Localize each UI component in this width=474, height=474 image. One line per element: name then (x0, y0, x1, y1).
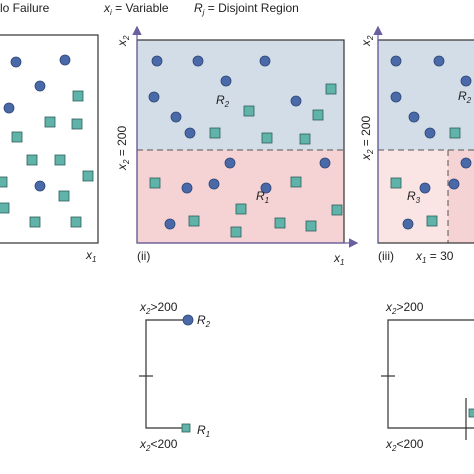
panel-iii-y-axis-label: x2 (359, 35, 375, 47)
square-marker (306, 221, 316, 231)
circle-marker (420, 183, 430, 193)
circle-marker (225, 158, 235, 168)
square-marker (0, 203, 9, 213)
tree-iii-gt-label: x2>200 (385, 300, 424, 316)
square-marker (236, 204, 246, 214)
panel-iii-split-x-label: x1 = 30 (415, 249, 454, 265)
circle-marker (461, 76, 471, 86)
circle-marker (391, 56, 401, 66)
panel-ii-number: (ii) (137, 249, 150, 263)
square-marker (27, 155, 37, 165)
tree-ii-lt-label: x2<200 (139, 437, 178, 453)
panel-i-x-axis-label: x1 (85, 248, 96, 264)
square-marker (427, 216, 437, 226)
square-marker (189, 216, 199, 226)
square-marker (45, 117, 55, 127)
circle-marker (221, 76, 231, 86)
circle-marker (425, 128, 435, 138)
square-marker (244, 106, 254, 116)
circle-marker (403, 219, 413, 229)
circle-marker (449, 179, 459, 189)
tree-iii: x2>200 x2<200 (381, 300, 474, 453)
circle-marker (260, 56, 270, 66)
tree-ii-gt-label: x2>200 (139, 300, 178, 316)
circle-marker (461, 158, 471, 168)
legend: lo Failure xi = Variable Rj = Disjoint R… (0, 1, 299, 17)
square-marker (55, 155, 65, 165)
circle-marker (409, 112, 419, 122)
tree-ii-leaf-square (182, 424, 190, 432)
square-marker (391, 178, 401, 188)
square-marker (73, 91, 83, 101)
square-marker (83, 171, 93, 181)
panel-ii-x-axis-label: x1 (333, 251, 344, 267)
square-marker (313, 110, 323, 120)
panel-iii: R2 R3 (iii) x1 = 30 x2 x2 = 200 (359, 28, 474, 265)
square-marker (275, 218, 285, 228)
circle-marker (35, 181, 45, 191)
circle-marker (434, 56, 444, 66)
square-marker (291, 177, 301, 187)
tree-ii-leaf-circle (183, 315, 193, 325)
square-marker (231, 227, 241, 237)
legend-variable: xi = Variable (103, 1, 169, 17)
circle-marker (320, 158, 330, 168)
circle-marker (149, 92, 159, 102)
circle-marker (35, 81, 45, 91)
square-marker (210, 128, 220, 138)
circle-marker (291, 96, 301, 106)
tree-iii-leaf-square (469, 409, 474, 417)
square-marker (59, 191, 69, 201)
circle-marker (152, 56, 162, 66)
square-marker (150, 178, 160, 188)
square-marker (300, 134, 310, 144)
square-marker (450, 128, 460, 138)
panel-ii-split-label: x2 = 200 (115, 126, 131, 171)
square-marker (72, 119, 82, 129)
panel-iii-number: (iii) (378, 249, 394, 263)
square-marker (12, 132, 22, 142)
circle-marker (4, 103, 14, 113)
circle-marker (165, 219, 175, 229)
circle-marker (185, 128, 195, 138)
square-marker (0, 177, 7, 187)
circle-marker (11, 57, 21, 67)
circle-marker (391, 92, 401, 102)
tree-ii-leaf-r2: R2 (197, 313, 211, 329)
square-marker (326, 84, 336, 94)
square-marker (262, 133, 272, 143)
panel-i: x1 (0, 35, 98, 264)
square-marker (71, 217, 81, 227)
circle-marker (171, 112, 181, 122)
circle-marker (209, 179, 219, 189)
legend-failure: lo Failure (0, 1, 50, 15)
panel-iii-split-y-label: x2 = 200 (359, 116, 375, 161)
region-r2-area (137, 40, 344, 150)
tree-ii-branches (146, 320, 188, 428)
legend-region: Rj = Disjoint Region (194, 1, 299, 17)
circle-marker (182, 183, 192, 193)
panel-ii-y-axis-label: x2 (115, 35, 131, 47)
square-marker (332, 205, 342, 215)
square-marker (30, 217, 40, 227)
tree-iii-lt-label: x2<200 (385, 437, 424, 453)
tree-iii-branches (388, 320, 474, 428)
panel-ii: R2 R1 (ii) x1 x2 x2 = 200 (115, 28, 356, 267)
tree-ii-leaf-r1: R1 (197, 423, 210, 439)
circle-marker (60, 55, 70, 65)
circle-marker (193, 56, 203, 66)
tree-ii: x2>200 x2<200 R2 R1 (139, 300, 211, 453)
